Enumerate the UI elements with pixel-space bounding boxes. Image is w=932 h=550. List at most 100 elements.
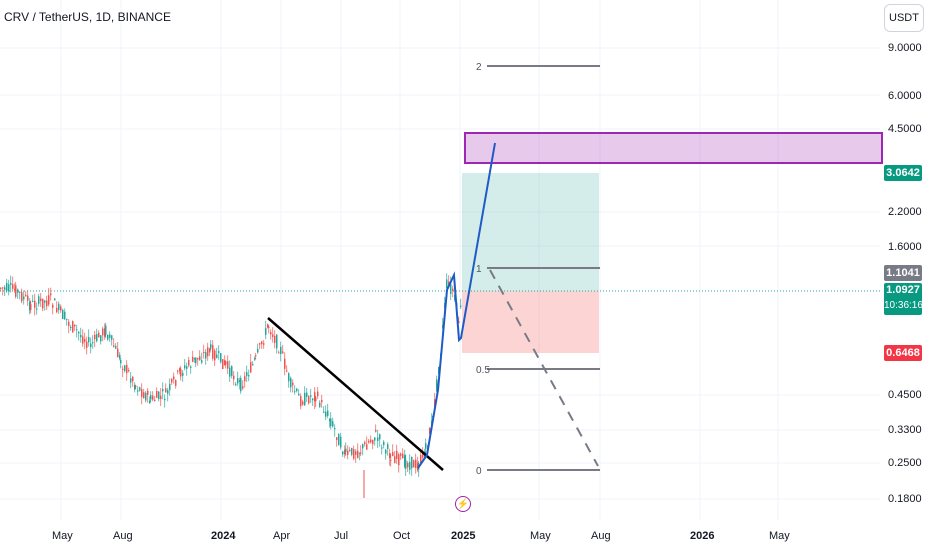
candle-body bbox=[122, 368, 124, 370]
candle-body bbox=[169, 383, 171, 391]
currency-button[interactable]: USDT bbox=[884, 4, 924, 32]
candle-body bbox=[353, 449, 355, 459]
candle-body bbox=[6, 282, 8, 292]
candle-body bbox=[377, 437, 379, 441]
candle-body bbox=[132, 376, 134, 382]
candle-body bbox=[372, 440, 374, 445]
candle-body bbox=[392, 452, 394, 457]
x-tick: Jul bbox=[334, 530, 349, 542]
candle-body bbox=[452, 288, 454, 291]
candle-body bbox=[167, 390, 169, 394]
candle-body bbox=[436, 379, 438, 392]
candle-body bbox=[72, 321, 74, 333]
candle-body bbox=[107, 334, 109, 340]
candle-body bbox=[192, 356, 194, 362]
candle-body bbox=[15, 285, 17, 297]
candle-body bbox=[199, 356, 201, 361]
candle-body bbox=[450, 284, 452, 295]
lightning-icon[interactable]: ⚡ bbox=[455, 496, 471, 512]
candle-body bbox=[74, 324, 76, 327]
candle-body bbox=[90, 343, 92, 348]
candle-body bbox=[255, 355, 257, 357]
x-tick: Aug bbox=[113, 530, 133, 542]
candle-body bbox=[355, 451, 357, 455]
candle-body bbox=[111, 335, 113, 340]
candle-body bbox=[186, 366, 188, 369]
candle-body bbox=[415, 459, 417, 469]
candle-body bbox=[420, 454, 422, 465]
candle-body bbox=[385, 449, 387, 454]
symbol-title[interactable]: CRV / TetherUS, 1D, BINANCE bbox=[4, 10, 171, 24]
candle-body bbox=[117, 348, 119, 358]
candle-body bbox=[80, 334, 82, 338]
candle-body bbox=[308, 396, 310, 404]
candle-body bbox=[334, 428, 336, 430]
candle-body bbox=[207, 347, 209, 357]
candle-body bbox=[214, 350, 216, 361]
fib-extension[interactable]: 210.50 bbox=[476, 62, 600, 477]
candle-body bbox=[12, 284, 14, 289]
candle-body bbox=[137, 390, 139, 392]
candle-body bbox=[17, 289, 19, 293]
y-tick: 9.0000 bbox=[888, 42, 922, 54]
candle-body bbox=[314, 392, 316, 402]
y-tick: 1.6000 bbox=[888, 241, 922, 253]
candle-body bbox=[52, 304, 54, 308]
current-price: 1.0927 bbox=[886, 284, 920, 296]
candle-body bbox=[218, 351, 220, 353]
candle-body bbox=[105, 325, 107, 335]
candle-body bbox=[130, 378, 132, 383]
candle-body bbox=[120, 359, 122, 364]
x-tick: May bbox=[769, 530, 790, 542]
candle-body bbox=[418, 468, 420, 470]
y-tick: 2.2000 bbox=[888, 206, 922, 218]
candle-body bbox=[425, 443, 427, 449]
candle-body bbox=[184, 365, 186, 369]
candle-body bbox=[383, 441, 385, 446]
candle-body bbox=[323, 411, 325, 413]
candle-body bbox=[261, 341, 263, 344]
candle-body bbox=[400, 453, 402, 456]
candle-body bbox=[36, 308, 38, 310]
candle-body bbox=[195, 357, 197, 364]
candles bbox=[0, 273, 462, 498]
candle-body bbox=[19, 291, 21, 293]
candle-body bbox=[182, 372, 184, 376]
candle-body bbox=[210, 344, 212, 349]
candle-body bbox=[446, 279, 448, 289]
candle-body bbox=[327, 410, 329, 416]
candle-body bbox=[156, 391, 158, 398]
stop-price-tag: 0.6468 bbox=[884, 345, 922, 361]
grid bbox=[0, 0, 880, 520]
candle-body bbox=[224, 360, 226, 365]
candle-body bbox=[340, 436, 342, 448]
candle-body bbox=[379, 434, 381, 440]
candle-body bbox=[229, 367, 231, 377]
candle-body bbox=[246, 372, 248, 376]
candle-body bbox=[248, 375, 250, 377]
x-tick: Apr bbox=[273, 530, 291, 542]
candle-body bbox=[152, 395, 154, 400]
candle-body bbox=[364, 442, 366, 444]
candle-body bbox=[135, 385, 137, 387]
candle-body bbox=[88, 337, 90, 343]
candle-body bbox=[282, 351, 284, 353]
candle-body bbox=[351, 447, 353, 455]
candle-body bbox=[32, 300, 34, 302]
candle-body bbox=[330, 418, 332, 426]
candle-body bbox=[104, 328, 106, 337]
candle-body bbox=[227, 361, 229, 369]
candle-body bbox=[336, 437, 338, 441]
fib-level-label: 0 bbox=[476, 466, 482, 477]
candle-body bbox=[360, 452, 362, 454]
candle-body bbox=[411, 456, 413, 469]
candle-body bbox=[225, 361, 227, 365]
candle-body bbox=[50, 293, 52, 296]
candle-body bbox=[162, 389, 164, 392]
candle-body bbox=[128, 370, 130, 372]
candle-body bbox=[231, 366, 233, 376]
candle-body bbox=[92, 342, 94, 344]
candle-body bbox=[254, 358, 256, 360]
